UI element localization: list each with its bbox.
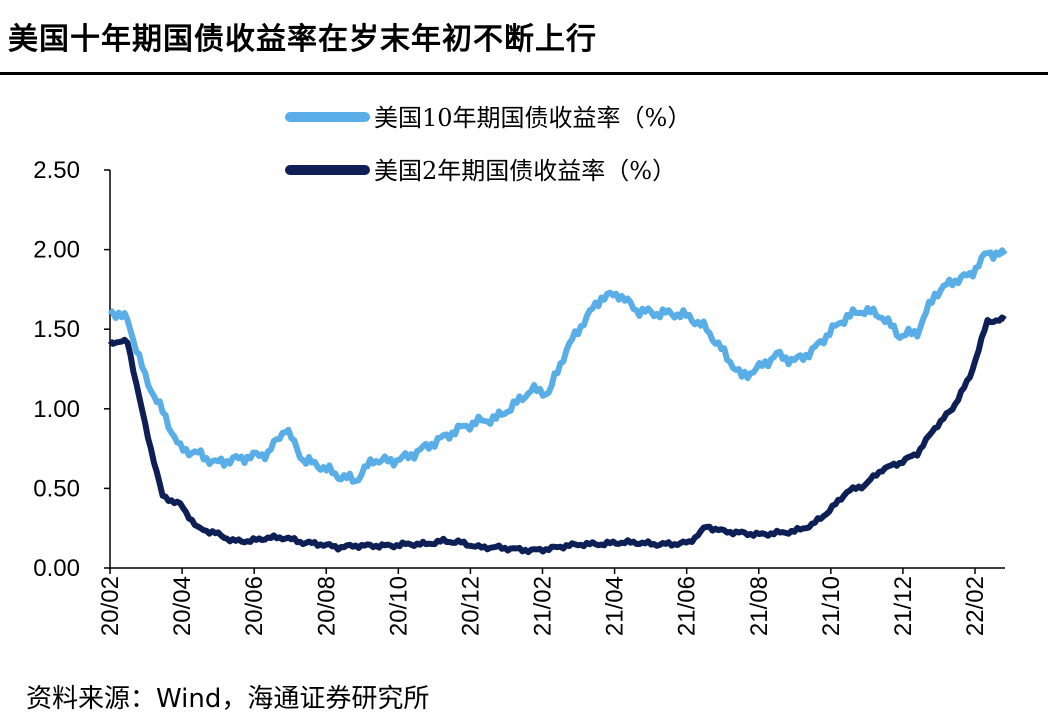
- y-tick-label: 2.00: [33, 237, 80, 264]
- page-title: 美国十年期国债收益率在岁末年初不断上行: [8, 22, 597, 57]
- x-tick-label: 21/08: [746, 576, 773, 636]
- x-tick-label: 22/02: [962, 576, 989, 636]
- x-tick-label: 20/04: [169, 576, 196, 636]
- chart-lines: [107, 247, 1008, 556]
- x-tick-label: 21/10: [818, 576, 845, 636]
- series-line-2: [107, 314, 1007, 556]
- x-tick-label: 20/12: [457, 576, 484, 636]
- y-tick-label: 1.00: [33, 396, 80, 423]
- x-tick-label: 21/06: [674, 576, 701, 636]
- series-line-1: [107, 247, 1008, 485]
- y-tick-label: 2.50: [33, 157, 80, 184]
- legend-label-2: 美国2年期国债收益率（%）: [374, 157, 676, 185]
- x-tick-label: 20/06: [241, 576, 268, 636]
- x-tick-label: 21/04: [602, 576, 629, 636]
- x-tick-label: 21/02: [530, 576, 557, 636]
- legend-label-1: 美国10年期国债收益率（%）: [374, 104, 691, 132]
- chart-legend: 美国10年期国债收益率（%） 美国2年期国债收益率（%）: [285, 104, 691, 185]
- y-tick-label: 1.50: [33, 316, 80, 343]
- source-note: 资料来源：Wind，海通证券研究所: [26, 684, 430, 714]
- x-tick-label: 20/02: [97, 576, 124, 636]
- y-tick-label: 0.50: [33, 475, 80, 502]
- y-tick-label: 0.00: [33, 555, 80, 582]
- title-divider: [0, 72, 1048, 75]
- x-tick-label: 21/12: [890, 576, 917, 636]
- x-tick-label: 20/10: [385, 576, 412, 636]
- x-tick-label: 20/08: [313, 576, 340, 636]
- chart-axes: 0.00 0.50 1.00 1.50 2.00 2.50 20/02 20/04 20/06 2…: [33, 157, 1005, 636]
